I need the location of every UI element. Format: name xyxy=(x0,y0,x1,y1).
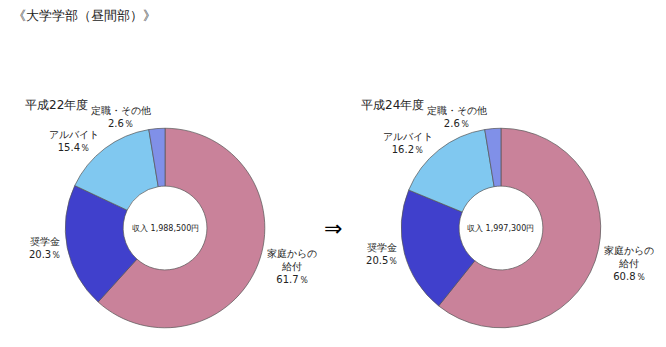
svg-text:平成22年度: 平成22年度 xyxy=(25,98,88,112)
svg-text:⇒: ⇒ xyxy=(324,216,342,241)
svg-text:定職・その他2.6％: 定職・その他2.6％ xyxy=(91,105,151,129)
svg-text:アルバイト15.4％: アルバイト15.4％ xyxy=(49,129,99,153)
svg-text:奨学金20.5％: 奨学金20.5％ xyxy=(366,242,398,266)
svg-text:奨学金20.3％: 奨学金20.3％ xyxy=(29,236,61,260)
svg-text:家庭からの給付60.8％: 家庭からの給付60.8％ xyxy=(604,245,654,282)
svg-text:定職・その他2.6％: 定職・その他2.6％ xyxy=(427,105,487,129)
svg-text:家庭からの給付61.7％: 家庭からの給付61.7％ xyxy=(267,248,317,285)
svg-text:収入 1,997,300円: 収入 1,997,300円 xyxy=(467,224,534,233)
svg-text:《大学学部（昼間部）》: 《大学学部（昼間部）》 xyxy=(13,8,156,23)
svg-text:アルバイト16.2％: アルバイト16.2％ xyxy=(383,131,433,155)
svg-text:収入 1,988,500円: 収入 1,988,500円 xyxy=(132,224,199,233)
svg-text:平成24年度: 平成24年度 xyxy=(361,98,424,112)
